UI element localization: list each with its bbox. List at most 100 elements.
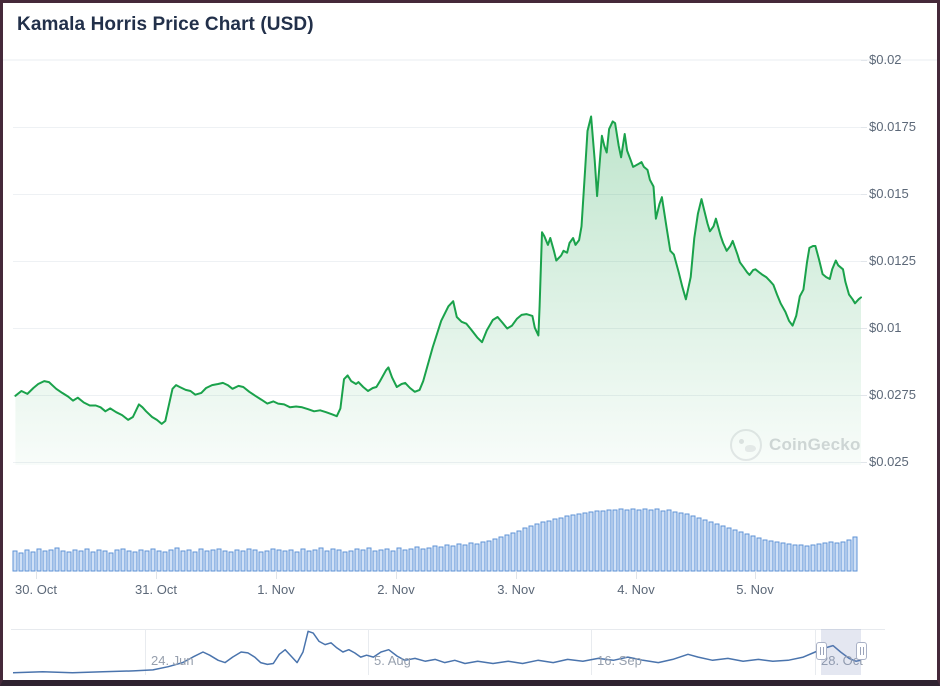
volume-bar — [648, 509, 654, 572]
volume-bar — [780, 542, 786, 572]
volume-bar — [150, 548, 156, 572]
volume-bar — [132, 551, 138, 572]
volume-bar — [558, 517, 564, 572]
volume-bar — [246, 548, 252, 572]
price-chart-plot[interactable] — [14, 115, 862, 466]
volume-bar — [372, 550, 378, 572]
volume-bar — [408, 548, 414, 572]
volume-bar — [378, 549, 384, 572]
volume-bar — [534, 523, 540, 572]
volume-bars[interactable] — [12, 508, 858, 572]
volume-bar — [156, 550, 162, 572]
volume-bar — [750, 535, 756, 572]
y-axis-label: $0.02 — [869, 52, 902, 67]
volume-bar — [636, 509, 642, 572]
y-axis-label: $0.0275 — [869, 387, 916, 402]
volume-bar — [108, 552, 114, 572]
volume-bar — [654, 508, 660, 572]
volume-bar — [426, 547, 432, 572]
volume-bar — [360, 549, 366, 572]
volume-bar — [168, 549, 174, 572]
volume-bar — [234, 549, 240, 572]
volume-bar — [846, 539, 852, 572]
volume-bar — [468, 542, 474, 572]
volume-bar — [486, 540, 492, 572]
x-axis-label: 4. Nov — [617, 582, 655, 597]
volume-bar — [456, 543, 462, 572]
volume-bar — [258, 551, 264, 572]
volume-bar — [618, 508, 624, 572]
volume-bar — [306, 550, 312, 572]
volume-bar — [42, 550, 48, 572]
volume-bar — [390, 550, 396, 572]
volume-bar — [600, 510, 606, 572]
volume-bar — [366, 547, 372, 572]
volume-bar — [732, 529, 738, 572]
volume-bar — [444, 544, 450, 572]
volume-bar — [852, 536, 858, 572]
volume-bar — [540, 521, 546, 572]
volume-bar — [252, 549, 258, 572]
price-chart-svg[interactable] — [3, 3, 937, 680]
volume-bar — [162, 551, 168, 572]
volume-bar — [678, 512, 684, 572]
volume-bar — [786, 543, 792, 572]
volume-bar — [768, 540, 774, 572]
volume-bar — [312, 549, 318, 572]
volume-bar — [708, 521, 714, 572]
volume-bar — [276, 549, 282, 572]
volume-bar — [438, 546, 444, 572]
volume-bar — [684, 513, 690, 572]
x-axis-label: 1. Nov — [257, 582, 295, 597]
volume-bar — [222, 550, 228, 572]
y-axis-label: $0.0175 — [869, 119, 916, 134]
volume-bar — [840, 541, 846, 572]
volume-bar — [588, 511, 594, 572]
volume-bar — [174, 547, 180, 572]
volume-bar — [354, 548, 360, 572]
volume-bar — [774, 541, 780, 572]
volume-bar — [738, 531, 744, 572]
volume-bar — [492, 538, 498, 572]
volume-bar — [114, 549, 120, 572]
y-axis-label: $0.01 — [869, 320, 902, 335]
volume-bar — [90, 551, 96, 572]
volume-bar — [582, 512, 588, 572]
volume-bar — [192, 551, 198, 572]
volume-bar — [480, 541, 486, 572]
volume-bar — [756, 537, 762, 572]
volume-bar — [102, 550, 108, 572]
navigator-handle-right[interactable] — [856, 642, 867, 660]
navigator-selection[interactable] — [821, 629, 861, 675]
volume-bar — [570, 514, 576, 572]
navigator-handle-left[interactable] — [816, 642, 827, 660]
volume-bar — [54, 547, 60, 572]
volume-bar — [606, 509, 612, 572]
volume-bar — [816, 543, 822, 572]
volume-bar — [666, 509, 672, 572]
navigator-minimap-line[interactable] — [12, 630, 862, 674]
volume-bar — [552, 518, 558, 572]
y-axis-label: $0.0125 — [869, 253, 916, 268]
volume-bar — [804, 545, 810, 572]
volume-bar — [744, 533, 750, 572]
navigator-date-label: 5. Aug — [374, 653, 411, 668]
volume-bar — [324, 550, 330, 572]
volume-bar — [402, 549, 408, 572]
volume-bar — [282, 550, 288, 572]
volume-bar — [834, 542, 840, 572]
volume-bar — [546, 520, 552, 572]
volume-bar — [720, 525, 726, 572]
volume-bar — [264, 550, 270, 572]
volume-bar — [660, 510, 666, 572]
volume-bar — [498, 536, 504, 572]
volume-bar — [384, 548, 390, 572]
volume-bar — [210, 549, 216, 572]
volume-bar — [792, 544, 798, 572]
volume-bar — [612, 509, 618, 572]
volume-bar — [594, 510, 600, 572]
volume-bar — [84, 548, 90, 572]
navigator-date-label: 16. Sep — [597, 653, 642, 668]
volume-bar — [462, 544, 468, 572]
